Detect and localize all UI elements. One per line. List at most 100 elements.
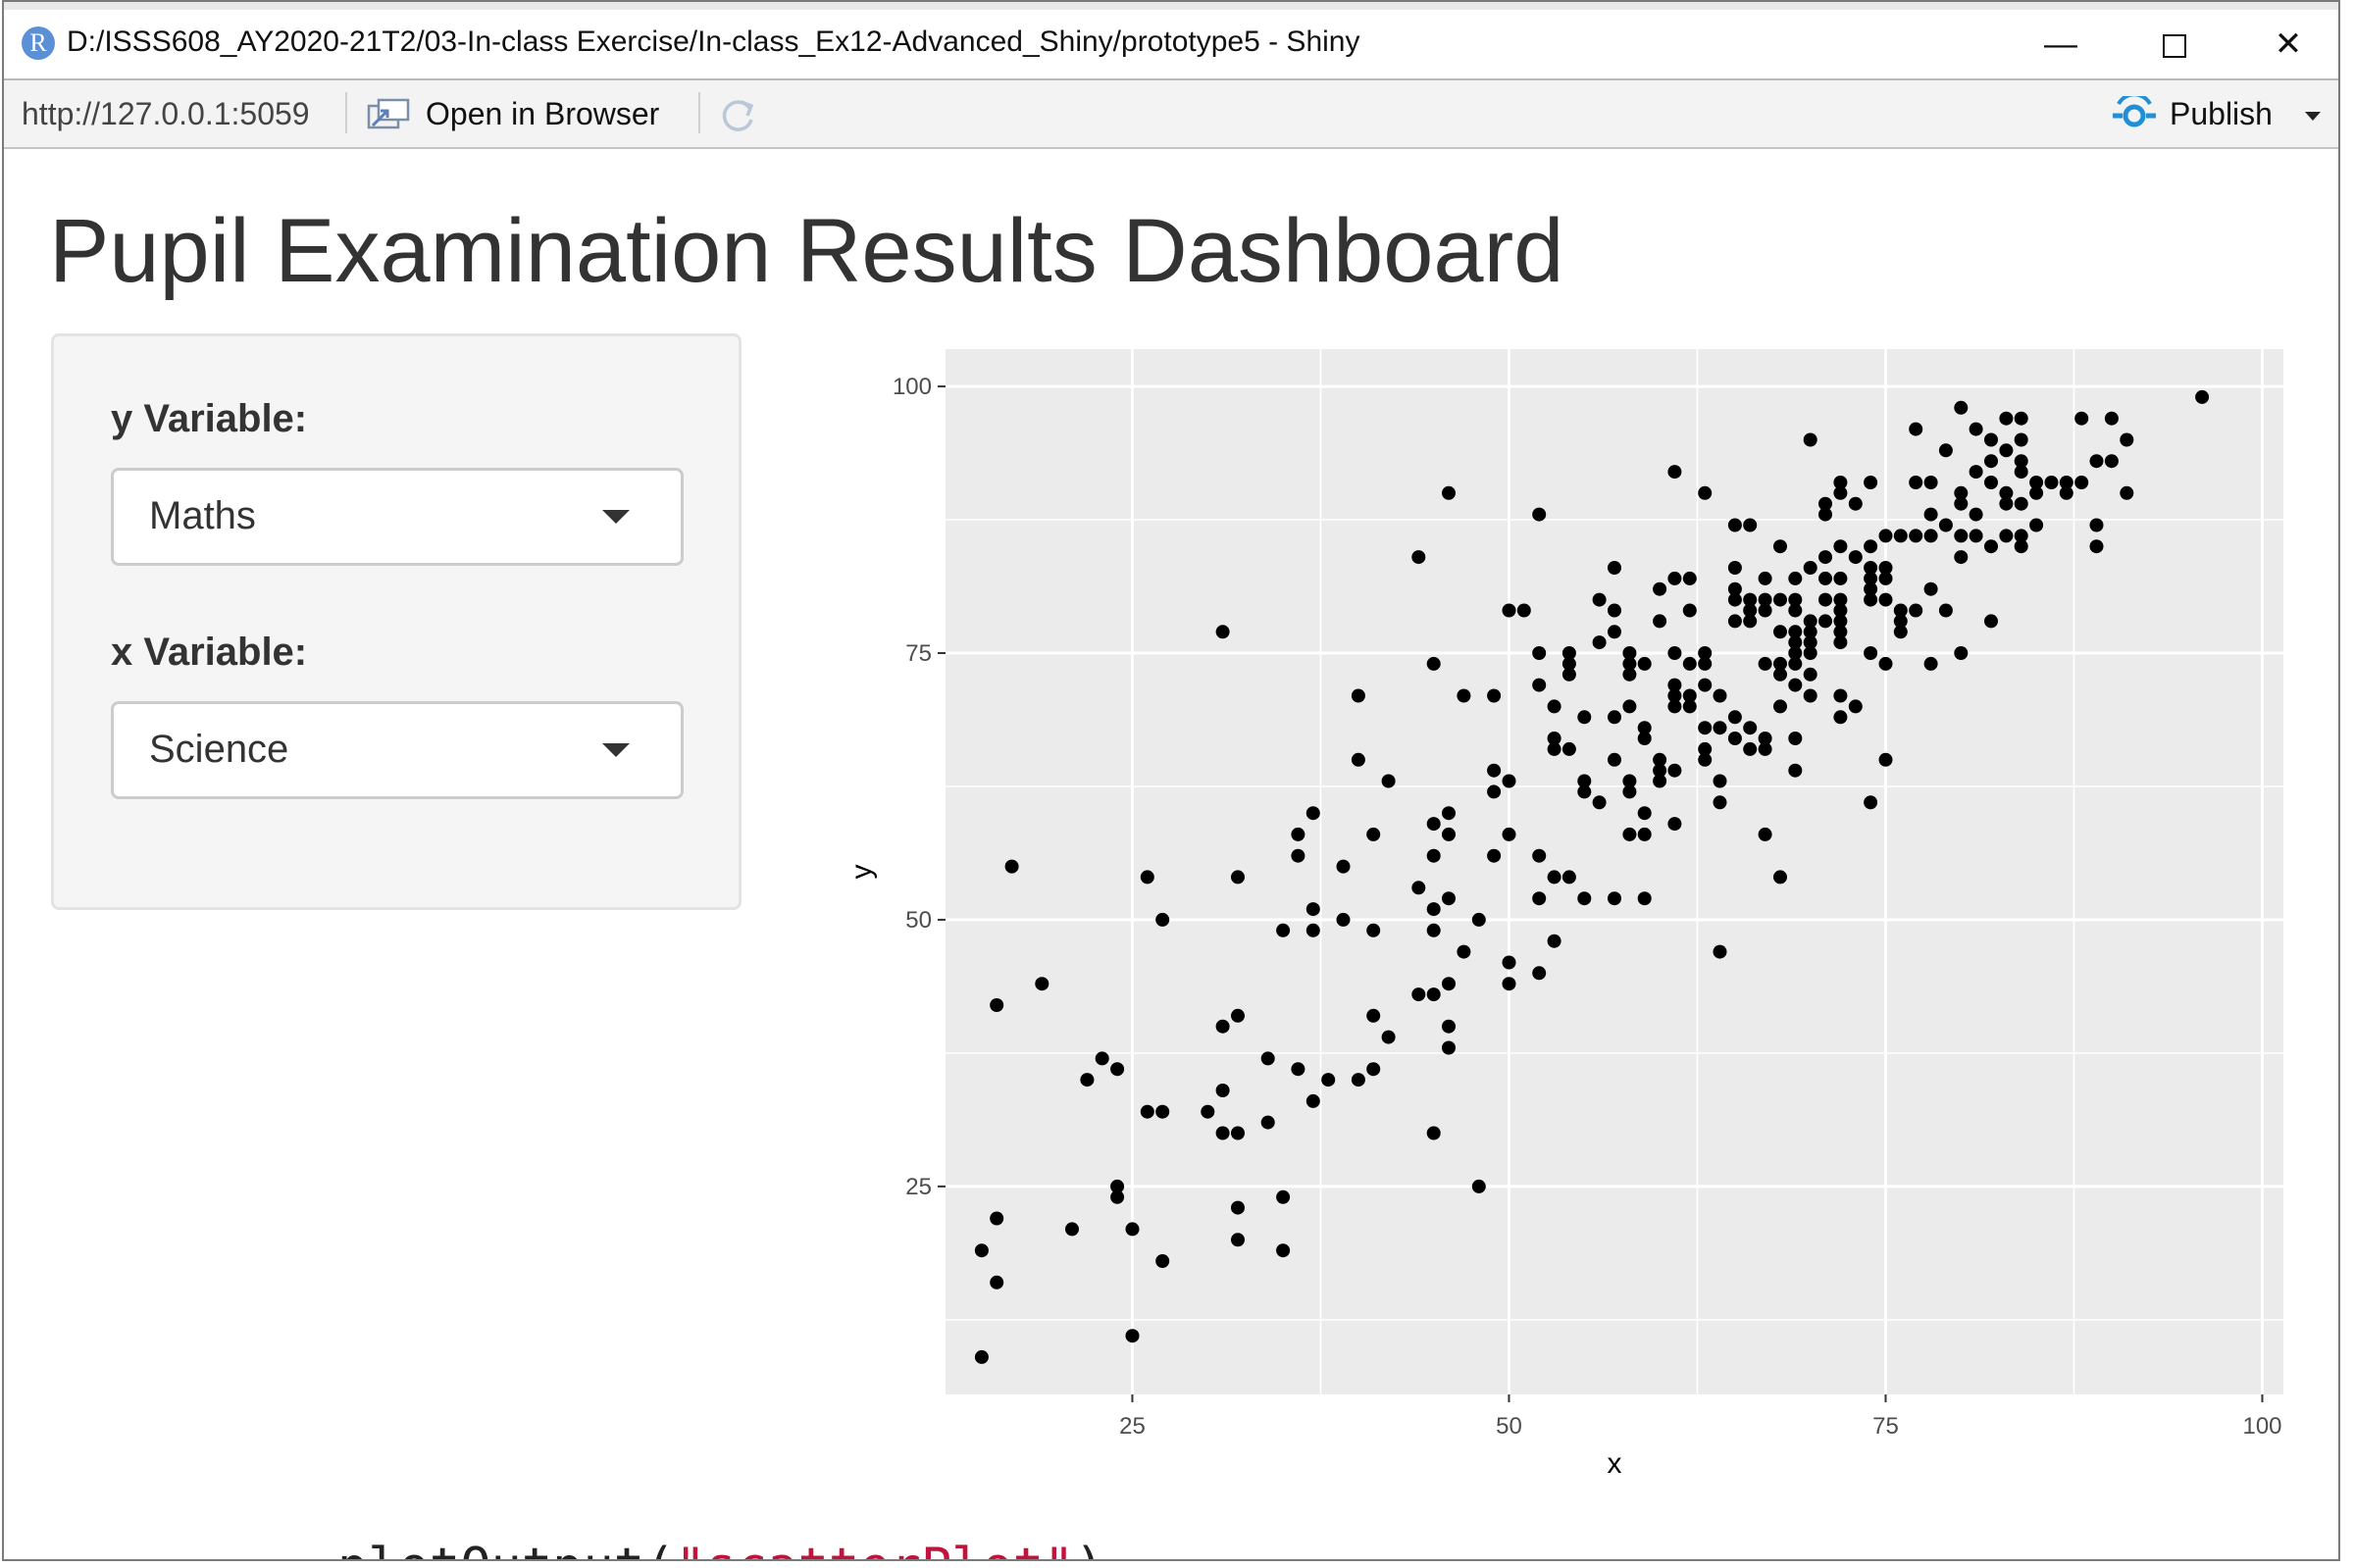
open-in-browser-button[interactable]: Open in Browser bbox=[426, 96, 660, 131]
open-in-browser-icon[interactable] bbox=[367, 98, 410, 131]
scatter-point bbox=[1969, 465, 1983, 480]
scatter-point bbox=[1682, 656, 1697, 671]
scatter-point bbox=[1667, 688, 1682, 703]
scatter-point bbox=[1231, 870, 1245, 885]
scatter-point bbox=[1502, 977, 1516, 991]
scatter-point bbox=[1864, 571, 1878, 585]
scatter-point bbox=[1909, 476, 1923, 489]
scatter-point bbox=[1653, 763, 1667, 778]
scatter-point bbox=[1457, 944, 1471, 959]
scatter-point bbox=[1788, 678, 1803, 692]
scatter-point bbox=[1637, 827, 1652, 841]
y-variable-label: y Variable: bbox=[111, 397, 308, 440]
scatter-point bbox=[1803, 625, 1817, 639]
scatter-point bbox=[1305, 1093, 1320, 1108]
scatter-point bbox=[1095, 1051, 1109, 1066]
scatter-point bbox=[1140, 1104, 1154, 1119]
refresh-icon[interactable] bbox=[716, 94, 759, 137]
scatter-point bbox=[1561, 646, 1576, 660]
scatter-point bbox=[1035, 977, 1049, 991]
scatter-point bbox=[1547, 699, 1561, 714]
scatter-point bbox=[1788, 732, 1803, 745]
scatter-point bbox=[1351, 752, 1365, 767]
x-variable-select[interactable]: Science bbox=[111, 701, 684, 799]
scatter-point bbox=[1999, 529, 2014, 543]
scatter-point bbox=[1426, 902, 1441, 917]
scatter-point bbox=[1547, 934, 1561, 948]
scatter-point bbox=[1818, 507, 1832, 522]
maximize-button[interactable] bbox=[2121, 10, 2228, 78]
scatter-point bbox=[1938, 443, 1953, 458]
publish-button[interactable]: Publish bbox=[2170, 96, 2273, 131]
scatter-point bbox=[1622, 827, 1637, 841]
scatter-point bbox=[1502, 955, 1516, 970]
chevron-down-icon[interactable] bbox=[2305, 112, 2321, 121]
scatter-point bbox=[1592, 592, 1607, 607]
scatter-point bbox=[1758, 603, 1772, 618]
scatter-point bbox=[1561, 656, 1576, 671]
scatter-point bbox=[1818, 550, 1832, 565]
scatter-plot: 25 50 75 100 25 50 75 100 x y bbox=[845, 349, 2283, 1480]
scatter-point bbox=[1773, 656, 1787, 671]
x-tick-label: 50 bbox=[1496, 1413, 1522, 1440]
scatter-point bbox=[1743, 614, 1758, 629]
scatter-point bbox=[1788, 763, 1803, 778]
close-button[interactable]: ✕ bbox=[2234, 10, 2338, 78]
scatter-point bbox=[1608, 603, 1621, 618]
scatter-point bbox=[1818, 592, 1832, 607]
scatter-point bbox=[1803, 614, 1817, 629]
scatter-point bbox=[1864, 561, 1878, 575]
scatter-point bbox=[2089, 539, 2104, 554]
scatter-point bbox=[1502, 827, 1516, 841]
scatter-point bbox=[1954, 485, 1969, 500]
scatter-point bbox=[1743, 592, 1758, 607]
scatter-point bbox=[974, 1243, 989, 1258]
scatter-point bbox=[1291, 848, 1305, 863]
scatter-point bbox=[1442, 977, 1456, 991]
scatter-point bbox=[1727, 732, 1742, 745]
window-title: D:/ISSS608_AY2020-21T2/03-In-class Exerc… bbox=[67, 25, 1360, 58]
code-suffix: ) bbox=[1074, 1538, 1104, 1559]
scatter-point bbox=[1577, 710, 1592, 725]
scatter-point bbox=[1713, 721, 1727, 735]
scatter-point bbox=[1788, 571, 1803, 585]
scatter-point bbox=[1351, 1073, 1365, 1087]
scatter-point bbox=[1788, 635, 1803, 650]
scatter-point bbox=[1788, 625, 1803, 639]
scatter-point bbox=[1608, 561, 1621, 575]
scatter-point bbox=[1878, 529, 1893, 543]
scatter-point bbox=[1366, 827, 1381, 841]
y-tick-label: 75 bbox=[905, 640, 932, 667]
scatter-point bbox=[1637, 891, 1652, 906]
scatter-point bbox=[1954, 646, 1969, 660]
scatter-point bbox=[1878, 561, 1893, 575]
scatter-point bbox=[1622, 699, 1637, 714]
scatter-point bbox=[2044, 476, 2059, 489]
chevron-down-icon bbox=[602, 510, 630, 524]
scatter-point bbox=[1276, 923, 1291, 937]
scatter-point bbox=[1667, 817, 1682, 832]
y-variable-select[interactable]: Maths bbox=[111, 468, 684, 566]
scatter-point bbox=[1321, 1073, 1336, 1087]
title-bar[interactable]: R D:/ISSS608_AY2020-21T2/03-In-class Exe… bbox=[4, 10, 2338, 80]
scatter-point bbox=[1667, 678, 1682, 692]
minimize-button[interactable]: — bbox=[2007, 10, 2115, 78]
scatter-point bbox=[1698, 678, 1713, 692]
scatter-point bbox=[1727, 592, 1742, 607]
scatter-point bbox=[1125, 1222, 1140, 1237]
scatter-point bbox=[1938, 603, 1953, 618]
scatter-point bbox=[1727, 614, 1742, 629]
publish-icon[interactable] bbox=[2109, 96, 2160, 135]
scatter-point bbox=[990, 998, 1004, 1012]
scatter-point bbox=[1864, 795, 1878, 810]
scatter-point bbox=[1637, 732, 1652, 745]
toolbar-separator bbox=[698, 92, 700, 133]
scatter-point bbox=[1260, 1115, 1275, 1130]
scatter-point bbox=[1336, 859, 1351, 874]
scatter-point bbox=[1547, 741, 1561, 756]
y-tick-label: 25 bbox=[905, 1174, 932, 1200]
scatter-point bbox=[1758, 741, 1772, 756]
scatter-point bbox=[1833, 688, 1848, 703]
scatter-point bbox=[1984, 476, 1998, 489]
